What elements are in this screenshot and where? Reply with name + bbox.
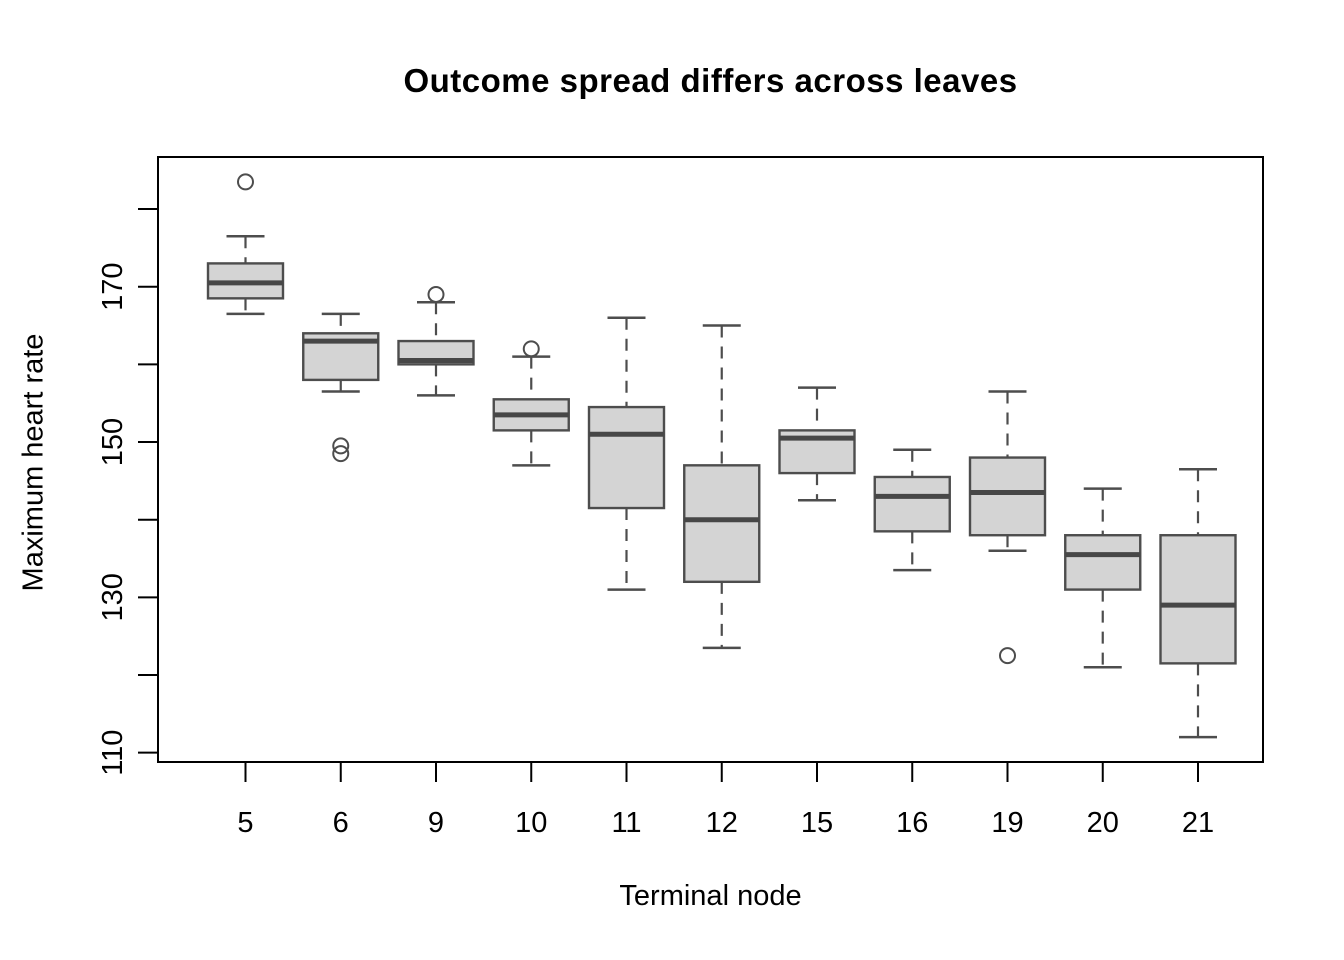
outlier-point [332, 445, 350, 463]
iqr-box [1064, 534, 1142, 591]
x-tick-label: 12 [706, 807, 738, 839]
iqr-box [968, 456, 1047, 537]
x-tick-label: 19 [991, 807, 1023, 839]
x-tick-label: 21 [1182, 807, 1214, 839]
x-tick-label: 16 [896, 807, 928, 839]
plot-frame [157, 156, 1264, 763]
outlier-point [522, 340, 540, 358]
outlier-point [237, 173, 254, 191]
y-tick-label: 130 [97, 573, 129, 621]
x-tick-label: 10 [515, 807, 547, 839]
y-tick-label: 170 [97, 263, 129, 311]
x-tick-label: 6 [333, 807, 349, 839]
y-tick-label: 110 [97, 730, 129, 776]
x-tick-label: 20 [1087, 807, 1119, 839]
outlier-point [332, 437, 350, 455]
x-axis-title: Terminal node [619, 880, 802, 912]
iqr-box [587, 405, 666, 510]
x-tick-label: 9 [428, 807, 444, 839]
y-axis-title: Maximum heart rate [17, 333, 50, 592]
iqr-box [683, 464, 761, 584]
iqr-box [873, 475, 951, 533]
y-tick-label: 150 [97, 418, 129, 466]
x-tick-label: 5 [237, 807, 253, 839]
x-tick-label: 11 [611, 807, 641, 839]
iqr-box [1159, 534, 1237, 665]
outlier-point [999, 647, 1016, 665]
x-tick-label: 15 [801, 807, 833, 839]
chart-title: Outcome spread differs across leaves [403, 62, 1018, 99]
outlier-point [427, 285, 445, 303]
